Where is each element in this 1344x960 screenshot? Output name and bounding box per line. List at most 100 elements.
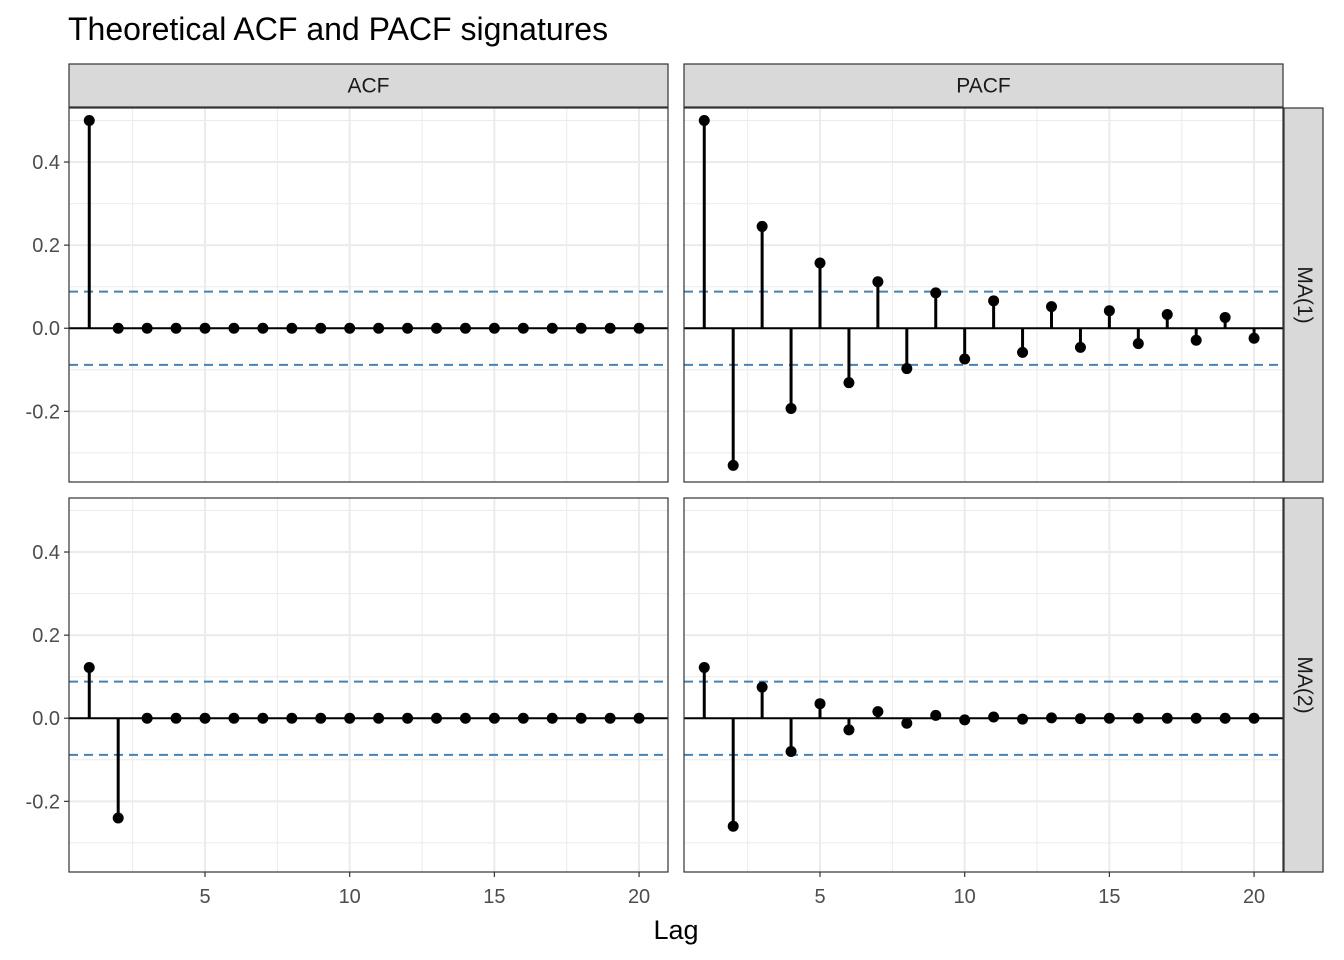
point-lag-7 [257, 712, 269, 724]
point-lag-3 [756, 220, 768, 232]
point-lag-10 [959, 714, 971, 726]
point-lag-19 [1219, 311, 1231, 323]
point-lag-16 [517, 322, 529, 334]
point-lag-16 [1132, 338, 1144, 350]
point-lag-15 [488, 322, 500, 334]
point-lag-4 [170, 712, 182, 724]
point-lag-8 [901, 363, 913, 375]
point-lag-19 [604, 712, 616, 724]
x-tick-label: 10 [954, 886, 976, 908]
y-tick-label: -0.2 [26, 791, 60, 813]
point-lag-17 [1161, 309, 1173, 321]
panel-background [684, 498, 1283, 872]
x-tick-label: 10 [339, 886, 361, 908]
point-lag-1 [698, 662, 710, 674]
point-lag-12 [402, 712, 414, 724]
point-lag-2 [727, 459, 739, 471]
point-lag-2 [727, 820, 739, 832]
point-lag-6 [228, 712, 240, 724]
point-lag-19 [604, 322, 616, 334]
y-tick-label: 0.0 [32, 708, 60, 730]
point-lag-11 [988, 295, 1000, 307]
point-lag-12 [402, 322, 414, 334]
point-lag-3 [141, 712, 153, 724]
y-tick-label: 0.4 [32, 152, 60, 174]
point-lag-1 [83, 662, 95, 674]
panel-acf-row-2 [68, 497, 669, 873]
panel-border [68, 107, 669, 483]
panel-border [68, 497, 669, 873]
panel-pacf-row-2 [683, 497, 1284, 873]
point-lag-13 [1046, 301, 1058, 313]
chart-title: Theoretical ACF and PACF signatures [68, 11, 608, 47]
x-tick-label: 20 [628, 886, 650, 908]
point-lag-7 [872, 276, 884, 288]
x-tick-label: 5 [199, 886, 210, 908]
point-lag-9 [315, 712, 327, 724]
panel-background [69, 108, 668, 482]
point-lag-5 [814, 698, 826, 710]
strip-acf [68, 63, 669, 108]
panel-background [684, 108, 1283, 482]
point-lag-13 [431, 322, 443, 334]
strip-pacf [683, 63, 1284, 108]
point-lag-5 [199, 322, 211, 334]
panel-border [683, 497, 1284, 873]
point-lag-13 [431, 712, 443, 724]
strip-label-row-1: MA(1) [1293, 266, 1316, 323]
point-lag-14 [459, 712, 471, 724]
point-lag-18 [1190, 712, 1202, 724]
point-lag-18 [1190, 334, 1202, 346]
point-lag-15 [1103, 305, 1115, 317]
point-lag-8 [901, 717, 913, 729]
panel-pacf-row-1 [683, 107, 1284, 483]
point-lag-18 [575, 712, 587, 724]
point-lag-19 [1219, 712, 1231, 724]
point-lag-13 [1046, 712, 1058, 724]
point-lag-9 [930, 709, 942, 721]
point-lag-10 [344, 712, 356, 724]
point-lag-16 [1132, 712, 1144, 724]
point-lag-6 [228, 322, 240, 334]
point-lag-20 [1248, 712, 1260, 724]
point-lag-4 [785, 745, 797, 757]
point-lag-4 [170, 322, 182, 334]
point-lag-16 [517, 712, 529, 724]
point-lag-7 [257, 322, 269, 334]
x-tick-label: 15 [1098, 886, 1120, 908]
x-axis-title: Lag [653, 915, 698, 945]
point-lag-7 [872, 706, 884, 718]
point-lag-9 [315, 322, 327, 334]
point-lag-2 [112, 812, 124, 824]
point-lag-9 [930, 287, 942, 299]
point-lag-17 [1161, 712, 1173, 724]
point-lag-4 [785, 402, 797, 414]
point-lag-1 [698, 114, 710, 126]
x-tick-label: 15 [483, 886, 505, 908]
y-tick-label: 0.0 [32, 318, 60, 340]
point-lag-14 [1074, 341, 1086, 353]
panel-acf-row-1 [68, 107, 669, 483]
y-tick-label: 0.2 [32, 235, 60, 257]
point-lag-20 [1248, 332, 1260, 344]
y-tick-label: 0.2 [32, 625, 60, 647]
panel-border [683, 107, 1284, 483]
point-lag-11 [373, 322, 385, 334]
point-lag-15 [488, 712, 500, 724]
x-tick-label: 5 [814, 886, 825, 908]
point-lag-2 [112, 322, 124, 334]
point-lag-8 [286, 712, 298, 724]
strip-label-row-2: MA(2) [1293, 656, 1316, 713]
point-lag-6 [843, 724, 855, 736]
y-tick-label: 0.4 [32, 542, 60, 564]
strip-label-acf: ACF [348, 75, 390, 98]
point-lag-1 [83, 114, 95, 126]
point-lag-20 [633, 322, 645, 334]
panels: -0.2 0.0 0.2 0.4 -0.2 0.0 0.2 0.4 5 10 15 20 5 10 15 20… [26, 63, 1324, 908]
point-lag-18 [575, 322, 587, 334]
y-tick-label: -0.2 [26, 401, 60, 423]
point-lag-20 [633, 712, 645, 724]
point-lag-15 [1103, 712, 1115, 724]
point-lag-17 [546, 322, 558, 334]
